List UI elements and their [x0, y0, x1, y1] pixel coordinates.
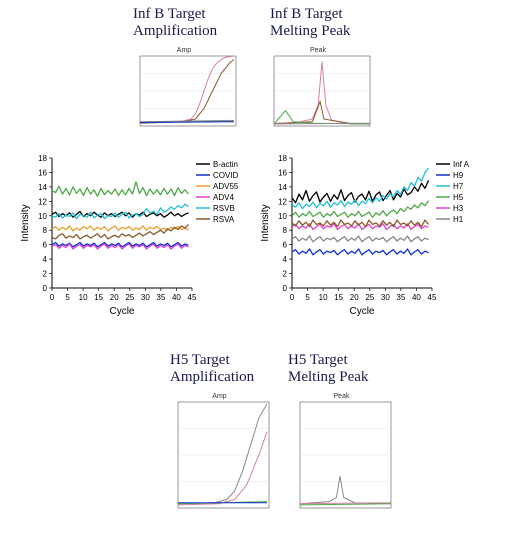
legend-ADV4: ADV4	[213, 193, 234, 202]
legend-RSVB: RSVB	[213, 204, 235, 213]
series-H1	[292, 236, 429, 242]
title-bot-left-1: H5 Target	[170, 352, 230, 369]
svg-text:35: 35	[396, 293, 405, 302]
title-bot-left-2: Amplification	[170, 369, 254, 386]
svg-text:18: 18	[278, 154, 287, 163]
chart-h5-amp: Amp	[162, 390, 277, 520]
series-Inf A	[292, 180, 429, 202]
legend-H3: H3	[453, 204, 464, 213]
svg-text:8: 8	[283, 226, 288, 235]
svg-text:25: 25	[125, 293, 134, 302]
series-h5-pos	[178, 404, 267, 504]
svg-text:Amp: Amp	[177, 47, 192, 54]
series-infB-pos	[140, 56, 234, 123]
svg-text:14: 14	[278, 183, 287, 192]
legend-H1: H1	[453, 215, 464, 224]
svg-text:30: 30	[141, 293, 150, 302]
svg-text:20: 20	[350, 293, 359, 302]
series-H7	[292, 168, 429, 208]
legend-RSVA: RSVA	[213, 215, 235, 224]
svg-text:Amp: Amp	[212, 393, 227, 400]
series-neg3	[140, 122, 234, 123]
chart-h5-peak: Peak	[284, 390, 399, 520]
svg-text:2: 2	[283, 270, 288, 279]
svg-text:25: 25	[365, 293, 374, 302]
series-green-high	[52, 182, 189, 196]
svg-text:8: 8	[43, 226, 48, 235]
svg-text:18: 18	[38, 154, 47, 163]
series-flat	[274, 123, 370, 124]
svg-text:Peak: Peak	[310, 47, 326, 54]
svg-text:Intensity: Intensity	[20, 204, 31, 241]
svg-text:Intensity: Intensity	[260, 204, 271, 241]
legend-H7: H7	[453, 182, 464, 191]
series-peak-2	[274, 102, 370, 124]
chart-infb-peak: Peak	[258, 44, 378, 138]
svg-text:4: 4	[283, 255, 288, 264]
legend-COVID: COVID	[213, 171, 239, 180]
series-H9	[292, 249, 429, 255]
svg-text:40: 40	[172, 293, 181, 302]
svg-text:10: 10	[79, 293, 88, 302]
svg-text:35: 35	[156, 293, 165, 302]
svg-text:45: 45	[188, 293, 197, 302]
svg-text:Peak: Peak	[334, 393, 350, 400]
title-top-left-1: Inf B Target	[133, 6, 206, 23]
chart-intensity-right: 0 2 4 6 8 10 12 14 16 18 0 5 10 15 20 25 30 35 40 45 Cycle In…	[258, 150, 490, 320]
svg-text:0: 0	[290, 293, 295, 302]
svg-text:5: 5	[305, 293, 310, 302]
series-RSVA	[52, 224, 189, 238]
svg-text:Cycle: Cycle	[109, 306, 134, 317]
series-h5-pos2	[178, 432, 267, 505]
title-top-right-2: Melting Peak	[270, 23, 350, 40]
svg-text:45: 45	[428, 293, 437, 302]
title-bot-right-1: H5 Target	[288, 352, 348, 369]
svg-text:6: 6	[283, 241, 288, 250]
title-top-left-2: Amplification	[133, 23, 217, 40]
svg-text:40: 40	[412, 293, 421, 302]
figure-panel: { "titles": { "topL1": "Inf B Target", "…	[0, 0, 509, 546]
svg-text:0: 0	[43, 284, 48, 293]
svg-text:15: 15	[334, 293, 343, 302]
svg-text:16: 16	[278, 168, 287, 177]
svg-text:0: 0	[50, 293, 55, 302]
svg-text:10: 10	[278, 212, 287, 221]
title-top-right-1: Inf B Target	[270, 6, 343, 23]
legend-Inf A: Inf A	[453, 160, 470, 169]
svg-text:10: 10	[38, 212, 47, 221]
svg-text:Cycle: Cycle	[349, 306, 374, 317]
chart-intensity-left: 0 2 4 6 8 10 12 14 16 18 0 5 10 15 20 25 30 35 40 45 Cycle In…	[18, 150, 250, 320]
svg-text:10: 10	[319, 293, 328, 302]
title-bot-right-2: Melting Peak	[288, 369, 368, 386]
series-peak-side	[274, 111, 370, 124]
series-pk	[300, 476, 391, 504]
chart-infb-amp: Amp	[124, 44, 244, 138]
svg-text:15: 15	[94, 293, 103, 302]
svg-text:14: 14	[38, 183, 47, 192]
svg-text:4: 4	[43, 255, 48, 264]
svg-text:12: 12	[278, 197, 287, 206]
series-pos2	[140, 60, 234, 124]
svg-text:6: 6	[43, 241, 48, 250]
legend-ADV55: ADV55	[213, 182, 239, 191]
svg-text:20: 20	[110, 293, 119, 302]
svg-text:16: 16	[38, 168, 47, 177]
svg-text:2: 2	[43, 270, 48, 279]
svg-text:12: 12	[38, 197, 47, 206]
svg-text:5: 5	[65, 293, 70, 302]
svg-text:0: 0	[283, 284, 288, 293]
legend-B-actin: B-actin	[213, 160, 238, 169]
legend-H9: H9	[453, 171, 464, 180]
svg-text:30: 30	[381, 293, 390, 302]
legend-H5: H5	[453, 193, 464, 202]
